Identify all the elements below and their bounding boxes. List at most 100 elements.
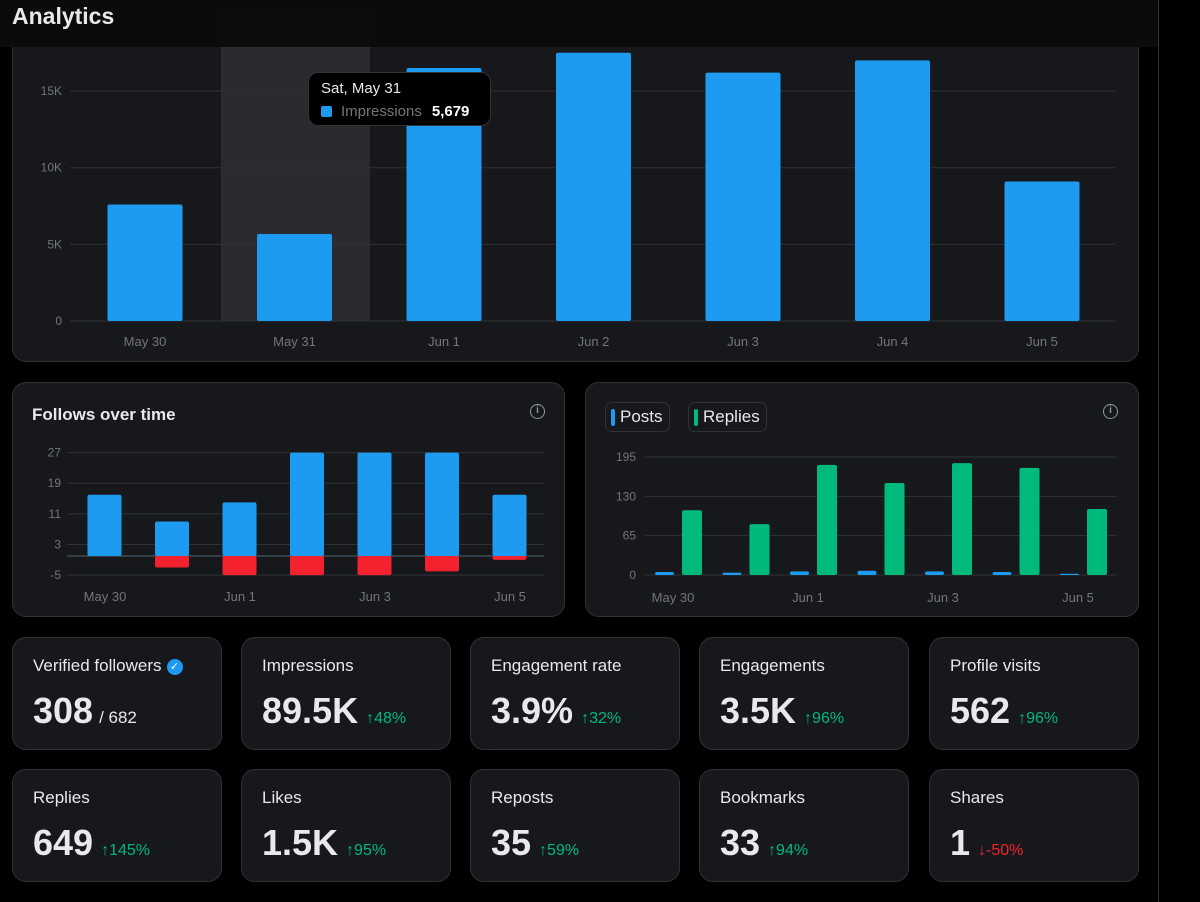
y-tick-label: 10K (41, 161, 62, 175)
stat-card-profile-visits[interactable]: Profile visits 562 ↑96% (929, 637, 1139, 750)
follows-bar (87, 494, 122, 556)
x-tick-label: Jun 5 (1026, 334, 1058, 349)
stat-value: 35 (491, 822, 532, 863)
posts-bar (790, 571, 809, 575)
tooltip-label: Impressions (341, 103, 422, 120)
replies-bar (884, 483, 905, 575)
x-tick-label: Jun 5 (1062, 590, 1094, 605)
stat-value: 3.9% (491, 690, 574, 731)
stat-card-engagement-rate[interactable]: Engagement rate 3.9% ↑32% (470, 637, 680, 750)
posts-replies-chart-card (585, 382, 1139, 617)
follows-bar (290, 452, 324, 556)
follows-bar (425, 452, 459, 556)
impressions-bar (556, 52, 631, 321)
stat-change: ↑95% (346, 842, 387, 859)
stat-title: Reposts (491, 788, 554, 807)
stat-card-bookmarks[interactable]: Bookmarks 33 ↑94% (699, 769, 909, 882)
x-tick-label: Jun 5 (494, 589, 526, 604)
posts-bar (925, 571, 944, 575)
page-header: Analytics (0, 0, 1158, 47)
impressions-bar (406, 68, 482, 322)
posts-replies-info-icon[interactable]: i (1103, 404, 1118, 419)
tooltip-date: Sat, May 31 (321, 80, 402, 97)
y-tick-label: 65 (623, 529, 637, 543)
stat-title: Profile visits (950, 656, 1041, 675)
tooltip-value: 5,679 (431, 103, 470, 120)
stat-change: ↑145% (101, 842, 150, 859)
replies-bar (682, 510, 702, 575)
x-tick-label: Jun 1 (792, 590, 824, 605)
stat-card-shares[interactable]: Shares 1 ↓-50% (929, 769, 1139, 882)
chart-tooltip: Sat, May 31 Impressions 5,679 (308, 72, 491, 126)
replies-bar (1019, 467, 1040, 575)
x-tick-label: Jun 3 (927, 590, 959, 605)
x-tick-label: Jun 2 (578, 334, 610, 349)
posts-bar (722, 572, 742, 575)
follows-bar (492, 494, 527, 556)
y-tick-label: 11 (49, 507, 62, 521)
replies-legend-swatch-icon (694, 409, 698, 426)
impressions-bar (107, 204, 183, 321)
replies-bar (952, 463, 972, 575)
stat-change: ↑32% (581, 710, 622, 727)
stat-value: 33 (720, 822, 761, 863)
impressions-bar (705, 72, 781, 322)
stat-title: Engagements (720, 656, 825, 675)
stat-value: 308 (33, 690, 94, 731)
replies-bar (817, 464, 837, 575)
stat-card-likes[interactable]: Likes 1.5K ↑95% (241, 769, 451, 882)
stat-value: 649 (33, 822, 94, 863)
stat-card-verified-followers[interactable]: Verified followers ✓ 308 / 682 (12, 637, 222, 750)
stat-card-reposts[interactable]: Reposts 35 ↑59% (470, 769, 680, 882)
unfollows-bar (155, 556, 189, 568)
stat-value: 1.5K (262, 822, 339, 863)
unfollows-bar (357, 556, 392, 576)
legend-posts-label: Posts (620, 407, 663, 426)
stat-title: Replies (33, 788, 90, 807)
y-tick-label: 19 (48, 476, 62, 490)
follows-info-icon[interactable]: i (530, 404, 545, 419)
follows-chart-title: Follows over time (32, 405, 176, 424)
stat-value: 562 (950, 690, 1011, 731)
stat-title: Bookmarks (720, 788, 806, 807)
unfollows-bar (222, 556, 257, 576)
y-tick-label: 5K (47, 237, 62, 251)
stat-title: Likes (262, 788, 302, 807)
y-tick-label: -5 (50, 568, 61, 582)
posts-bar (655, 571, 674, 575)
stat-title: Engagement rate (491, 656, 622, 675)
legend-replies[interactable]: Replies (688, 402, 767, 432)
x-tick-label: Jun 4 (877, 334, 909, 349)
posts-bar (857, 570, 877, 575)
stat-card-replies[interactable]: Replies 649 ↑145% (12, 769, 222, 882)
impressions-bar (257, 233, 332, 321)
verified-badge-icon: ✓ (166, 659, 183, 675)
stat-card-engagements[interactable]: Engagements 3.5K ↑96% (699, 637, 909, 750)
impressions-bar (1004, 181, 1080, 321)
replies-bar (1087, 509, 1107, 575)
stat-value: 3.5K (720, 690, 797, 731)
legend-posts[interactable]: Posts (605, 402, 670, 432)
y-tick-label: 0 (55, 314, 62, 328)
stat-title: Shares (950, 788, 1004, 807)
x-tick-label: May 30 (124, 334, 167, 349)
impressions-bar (855, 60, 930, 321)
stat-value: 1 (950, 822, 971, 863)
stat-title: Impressions (262, 656, 354, 675)
x-tick-label: Jun 3 (727, 334, 759, 349)
y-tick-label: 0 (629, 568, 636, 582)
x-tick-label: Jun 3 (359, 589, 391, 604)
x-tick-label: May 30 (84, 589, 127, 604)
stat-title: Verified followers ✓ (33, 656, 183, 676)
y-tick-label: 3 (54, 538, 61, 552)
posts-legend-swatch-icon (611, 409, 615, 426)
stat-change: ↑48% (366, 710, 407, 727)
y-tick-label: 195 (616, 450, 636, 464)
stat-card-impressions[interactable]: Impressions 89.5K ↑48% (241, 637, 451, 750)
follows-bar (155, 521, 189, 556)
replies-bar (749, 524, 770, 575)
posts-bar (1060, 573, 1079, 575)
y-tick-label: 130 (616, 489, 636, 503)
impressions-swatch-icon (321, 106, 332, 117)
